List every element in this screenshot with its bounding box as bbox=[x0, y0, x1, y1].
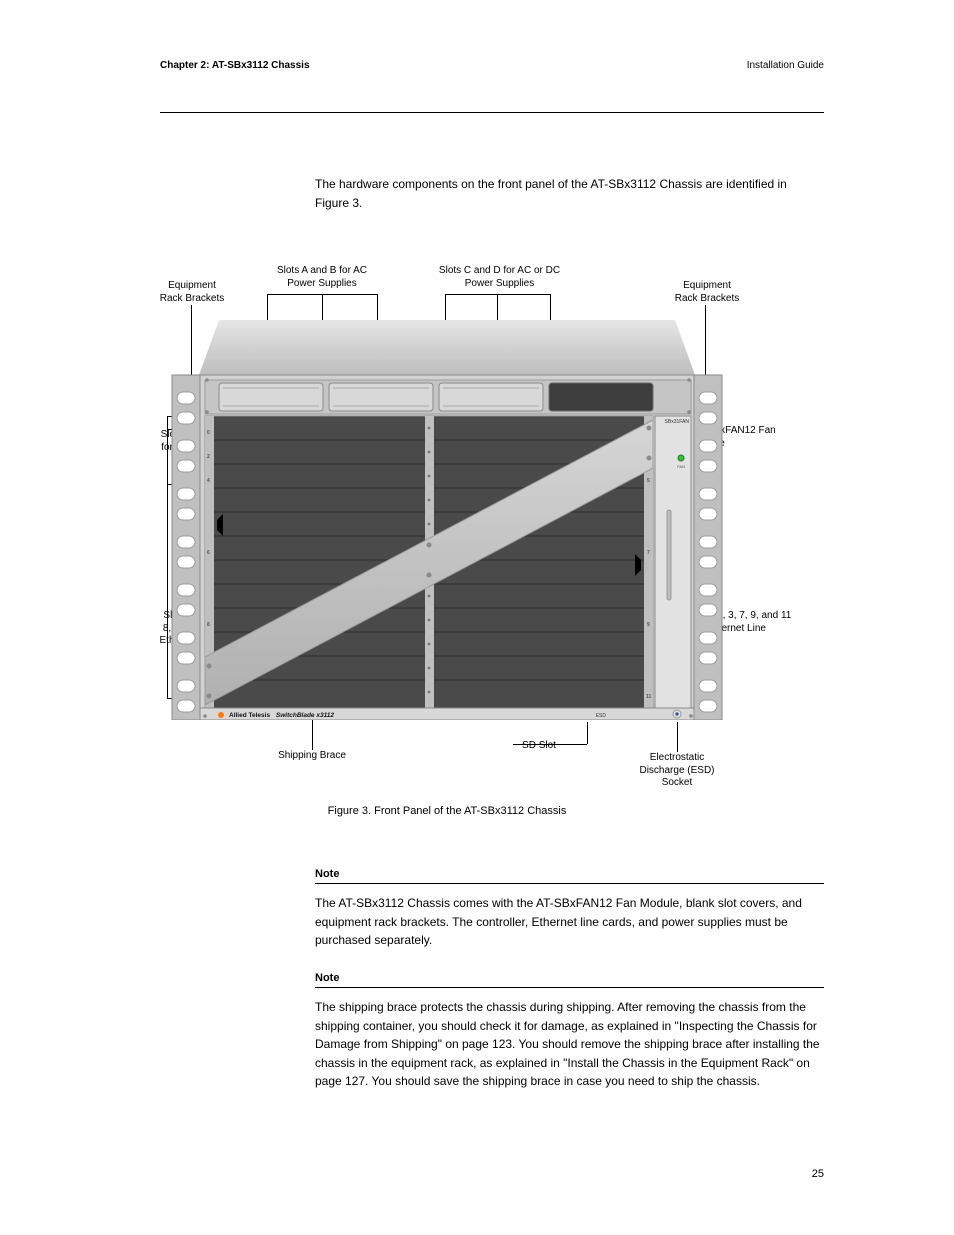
svg-text:0: 0 bbox=[207, 430, 210, 436]
fan-led-label: FAN bbox=[677, 464, 685, 469]
header-rule bbox=[160, 112, 824, 113]
ann-sd: SD Slot bbox=[509, 740, 569, 753]
svg-text:5: 5 bbox=[647, 478, 650, 484]
esd-label: ESD bbox=[596, 713, 607, 719]
ann-brackets-top-r: Equipment Rack Brackets bbox=[672, 280, 742, 305]
intro-paragraph: The hardware components on the front pan… bbox=[315, 175, 824, 212]
ann-brace: Shipping Brace bbox=[272, 750, 352, 763]
brand-text: Allied Telesis SwitchBlade x3112 bbox=[229, 712, 334, 719]
figure-caption: Figure 3. Front Panel of the AT-SBx3112 … bbox=[167, 805, 727, 817]
ann-psu-dc: Slots C and D for AC or DC Power Supplie… bbox=[427, 265, 572, 290]
ann-brackets-top: Equipment Rack Brackets bbox=[157, 280, 227, 305]
lead-psu-dc-h bbox=[445, 294, 550, 295]
note2-label: Note bbox=[315, 972, 339, 984]
lead-sd bbox=[587, 722, 588, 744]
note1-label: Note bbox=[315, 868, 339, 880]
svg-text:8: 8 bbox=[207, 622, 210, 628]
ann-esd: Electrostatic Discharge (ESD) Socket bbox=[637, 752, 717, 790]
svg-text:4: 4 bbox=[207, 478, 210, 484]
note1-text: The AT-SBx3112 Chassis comes with the AT… bbox=[315, 894, 824, 950]
fan-handle bbox=[667, 510, 671, 600]
fan-led bbox=[678, 455, 684, 461]
psu-bay-a bbox=[219, 383, 323, 411]
note2-rule bbox=[315, 987, 824, 988]
fan-label: SBx31FAN bbox=[665, 419, 690, 425]
fan-module bbox=[655, 416, 691, 708]
header-right: Installation Guide bbox=[747, 60, 824, 71]
svg-text:11: 11 bbox=[646, 694, 652, 700]
psu-bay-b bbox=[329, 383, 433, 411]
esd-socket-inner bbox=[675, 712, 678, 715]
psu-bay-c bbox=[439, 383, 543, 411]
note2-text: The shipping brace protects the chassis … bbox=[315, 998, 824, 1091]
top-hood bbox=[199, 320, 695, 375]
svg-text:7: 7 bbox=[647, 550, 650, 556]
svg-text:9: 9 bbox=[647, 622, 650, 628]
note1-rule bbox=[315, 883, 824, 884]
svg-text:6: 6 bbox=[207, 550, 210, 556]
svg-text:2: 2 bbox=[207, 454, 210, 460]
ann-psu-ac: Slots A and B for AC Power Supplies bbox=[262, 265, 382, 290]
figure-wrapper: Slots A and B for AC Power Supplies Slot… bbox=[167, 320, 727, 820]
chassis-svg: 0 2 4 6 8 10 1 3 5 7 9 11 bbox=[167, 320, 727, 720]
psu-bay-d bbox=[549, 383, 653, 411]
page-number: 25 bbox=[812, 1168, 824, 1180]
lead-sd-h bbox=[513, 744, 587, 745]
page-header: Chapter 2: AT-SBx3112 Chassis Installati… bbox=[160, 60, 824, 71]
brand-dot bbox=[218, 712, 224, 718]
lead-esd bbox=[677, 722, 678, 752]
bottom-strip bbox=[200, 708, 694, 720]
header-left: Chapter 2: AT-SBx3112 Chassis bbox=[160, 60, 310, 71]
lead-psu-ac-h bbox=[267, 294, 377, 295]
